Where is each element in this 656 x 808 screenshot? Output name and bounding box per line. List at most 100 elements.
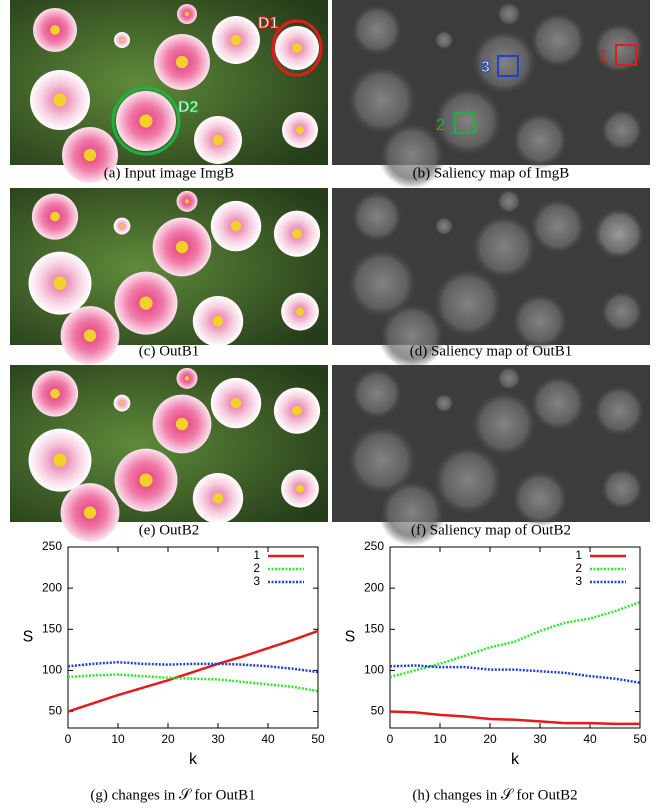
series-line (68, 631, 318, 712)
flower-center (176, 418, 188, 430)
y-tick-label: 100 (42, 663, 62, 677)
saliency-map (332, 188, 650, 369)
legend-label: 3 (575, 574, 582, 588)
legend-label: 3 (253, 574, 260, 588)
series-line (390, 602, 640, 677)
salient-blob (593, 384, 646, 437)
flower-center (296, 485, 304, 493)
y-tick-label: 100 (364, 663, 384, 677)
flower-center (292, 406, 302, 416)
flower-center (139, 474, 152, 487)
x-tick-label: 20 (161, 732, 175, 746)
y-tick-label: 250 (42, 539, 62, 553)
x-tick-label: 20 (483, 732, 497, 746)
salient-blob (351, 367, 404, 420)
salient-blob (497, 189, 521, 213)
flower-center (231, 35, 242, 46)
flower-center (296, 126, 304, 134)
y-tick-label: 200 (364, 580, 384, 594)
x-tick-label: 50 (633, 732, 647, 746)
flower-center (292, 229, 302, 239)
flower-center (185, 376, 189, 380)
legend-label: 1 (575, 548, 582, 562)
plot-frame (68, 547, 318, 728)
flower-center (213, 135, 224, 146)
x-tick-label: 50 (311, 732, 325, 746)
label-2: 2 (436, 117, 445, 134)
series-line (68, 675, 318, 691)
salient-blob (511, 111, 569, 169)
caption: (a) Input image ImgB (104, 165, 234, 181)
legend-label: 2 (253, 561, 260, 575)
flower-center (139, 297, 152, 310)
series-line (68, 662, 318, 672)
x-tick-label: 40 (261, 732, 275, 746)
salient-blob (511, 292, 569, 350)
salient-blob (529, 11, 587, 69)
flower-center (139, 114, 152, 127)
salient-blob (497, 366, 521, 390)
flower-center (53, 454, 66, 467)
flower-center (213, 316, 224, 327)
flower-center (120, 224, 124, 228)
y-tick-label: 150 (42, 621, 62, 635)
flower-center (213, 493, 224, 504)
x-tick-label: 10 (111, 732, 125, 746)
salient-blob (600, 108, 643, 151)
x-tick-label: 0 (65, 732, 72, 746)
x-tick-label: 30 (211, 732, 225, 746)
salient-blob (511, 469, 569, 527)
label-1: 1 (599, 48, 608, 65)
flower-center (50, 212, 60, 222)
flower-center (185, 199, 189, 203)
flower-center (84, 329, 96, 341)
legend-label: 2 (575, 561, 582, 575)
y-tick-label: 250 (364, 539, 384, 553)
salient-blob (434, 30, 453, 49)
label-d2: D2 (178, 99, 199, 116)
caption: (e) OutB2 (139, 522, 199, 538)
photo (10, 365, 328, 542)
x-tick-label: 0 (387, 732, 394, 746)
flower-center (231, 221, 242, 232)
flower-center (120, 401, 124, 405)
y-tick-label: 50 (371, 704, 385, 718)
salient-blob (529, 374, 587, 432)
y-tick-label: 200 (42, 580, 62, 594)
flower-center (53, 93, 66, 106)
caption: (c) OutB1 (139, 343, 199, 359)
x-tick-label: 40 (583, 732, 597, 746)
x-tick-label: 30 (533, 732, 547, 746)
caption: (d) Saliency map of OutB1 (410, 343, 572, 359)
saliency-map (332, 365, 650, 546)
caption: (f) Saliency map of OutB2 (411, 522, 571, 538)
y-tick-label: 150 (364, 621, 384, 635)
flower-center (296, 308, 304, 316)
flower-center (120, 38, 124, 42)
flower-center (185, 12, 189, 16)
flower-center (231, 398, 242, 409)
x-tick-label: 10 (433, 732, 447, 746)
figure: D1 D2 1 3 2 (a) Input image ImgB (b) Sal… (0, 0, 656, 808)
photo (10, 188, 328, 365)
page: D1 D2 1 3 2 (a) Input image ImgB (b) Sal… (0, 0, 656, 808)
flower-center (50, 389, 60, 399)
salient-blob (593, 207, 646, 260)
flower-center (292, 43, 302, 53)
salient-blob (434, 216, 453, 235)
x-axis-label: k (189, 751, 198, 768)
flower-center (84, 506, 96, 518)
saliency-map (332, 0, 650, 189)
flower-center (84, 149, 96, 161)
flower-center (176, 241, 188, 253)
label-d1: D1 (258, 15, 279, 32)
label-3: 3 (481, 59, 490, 76)
flower-center (53, 277, 66, 290)
salient-blob (434, 393, 453, 412)
salient-blob (351, 4, 404, 57)
chart-caption: (h) changes in 𝒮 for OutB2 (412, 787, 577, 803)
legend-label: 1 (253, 548, 260, 562)
flower-center (176, 56, 188, 68)
salient-blob (497, 2, 521, 26)
y-axis-label: S (23, 629, 34, 646)
